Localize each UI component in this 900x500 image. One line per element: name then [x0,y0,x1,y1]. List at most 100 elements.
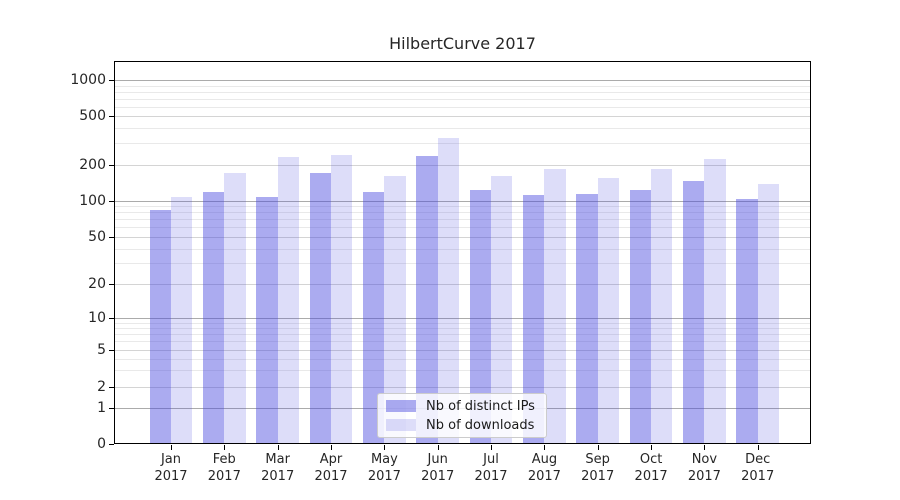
bar-sep-distinct-ips [576,194,598,444]
gridline-800 [115,91,810,93]
x-tick-year-sep: 2017 [581,469,615,484]
y-tick-label-50: 50 [88,229,106,245]
x-tick-mark-mar [277,445,279,450]
gridline-5 [115,349,810,351]
x-tick-year-jul: 2017 [474,469,508,484]
x-tick-year-dec: 2017 [741,469,775,484]
x-tick-mark-oct [651,445,653,450]
gridline-2 [115,386,810,388]
y-tick-mark-0 [109,444,114,445]
bar-apr-downloads [331,155,353,444]
chart-title: HilbertCurve 2017 [389,34,536,53]
y-tick-label-2: 2 [97,378,106,395]
legend-swatch-distinct-ips [386,400,416,412]
gridline-3 [115,370,810,372]
y-tick-mark-1 [109,407,114,409]
y-tick-mark-1000 [109,80,114,81]
bar-mar-downloads [277,156,300,444]
y-tick-mark-10 [109,318,114,319]
y-tick-label-1: 1 [97,399,106,416]
bar-feb-distinct-ips [202,191,225,444]
y-tick-label-200: 200 [79,156,106,173]
x-tick-year-apr: 2017 [314,469,348,484]
legend-swatch-downloads [386,419,416,431]
x-tick-month-nov: Nov [691,452,718,467]
x-tick-mark-dec [757,445,759,450]
legend-entry-downloads: Nb of downloads [386,418,538,433]
y-tick-label-500: 500 [79,108,106,125]
x-tick-mark-jul [491,445,492,450]
bar-nov-distinct-ips [683,180,705,444]
x-tick-month-may: May [370,452,398,467]
bar-jul-distinct-ips [469,190,491,444]
x-tick-month-sep: Sep [585,452,610,467]
x-tick-month-apr: Apr [319,452,343,467]
legend-label-downloads: Nb of downloads [426,417,535,433]
x-tick-month-oct: Oct [639,452,663,467]
gridline-6 [115,341,810,343]
x-tick-label-jun: Jun 2017 [408,451,468,485]
y-tick-mark-2 [109,386,114,388]
legend: Nb of distinct IPs Nb of downloads [377,393,547,438]
gridline-400 [115,128,810,130]
x-tick-mark-jun [437,445,439,450]
x-tick-year-oct: 2017 [634,469,668,484]
bar-dec-downloads [757,183,780,444]
gridline-90 [115,206,810,208]
x-tick-year-mar: 2017 [261,469,295,484]
bar-aug-downloads [544,168,566,444]
x-tick-label-jul: Jul 2017 [461,451,521,485]
bar-jun-downloads [437,138,460,444]
gridline-60 [115,227,810,229]
y-tick-mark-500 [109,116,114,118]
x-tick-label-may: May 2017 [354,451,414,485]
y-tick-mark-200 [109,164,114,166]
gridline-4 [115,358,810,360]
bar-oct-distinct-ips [629,190,652,444]
y-tick-mark-20 [109,284,114,286]
x-tick-label-feb: Feb 2017 [194,451,254,485]
x-tick-month-dec: Dec [745,452,771,467]
gridline-10 [115,318,810,319]
gridline-500 [115,116,810,118]
y-tick-label-5: 5 [97,341,106,358]
gridline-40 [115,248,810,250]
x-tick-year-may: 2017 [367,469,401,484]
x-tick-year-jan: 2017 [154,469,188,484]
x-tick-month-jun: Jun [427,452,448,467]
y-tick-label-20: 20 [88,276,106,293]
y-tick-label-100: 100 [79,192,106,209]
bar-jun-distinct-ips [416,156,438,444]
bar-dec-distinct-ips [736,198,758,444]
gridline-100 [115,200,810,202]
bar-feb-downloads [224,173,246,444]
gridline-600 [115,106,810,108]
x-tick-label-oct: Oct 2017 [621,451,681,485]
x-tick-mark-jan [171,445,172,450]
x-tick-label-dec: Dec 2017 [728,451,788,485]
x-tick-mark-aug [544,445,546,450]
bar-aug-distinct-ips [523,195,545,444]
gridline-50 [115,237,810,238]
bar-jul-downloads [491,176,513,444]
legend-entry-distinct-ips: Nb of distinct IPs [386,399,538,414]
x-tick-month-mar: Mar [265,452,290,467]
x-tick-mark-sep [597,445,599,450]
x-tick-year-nov: 2017 [687,469,721,484]
x-tick-label-mar: Mar 2017 [248,451,308,485]
legend-label-distinct-ips: Nb of distinct IPs [426,398,535,414]
bar-sep-downloads [597,178,620,444]
x-tick-label-sep: Sep 2017 [568,451,628,485]
x-tick-label-apr: Apr 2017 [301,451,361,485]
bar-oct-downloads [651,168,673,444]
gridline-70 [115,219,810,221]
gridline-80 [115,212,810,214]
gridline-700 [115,98,810,100]
y-tick-mark-50 [109,237,114,238]
bar-jan-distinct-ips [149,209,171,444]
x-tick-month-jul: Jul [483,452,499,467]
y-tick-mark-100 [109,200,114,202]
y-tick-label-0: 0 [97,436,106,452]
bar-nov-downloads [704,159,726,444]
